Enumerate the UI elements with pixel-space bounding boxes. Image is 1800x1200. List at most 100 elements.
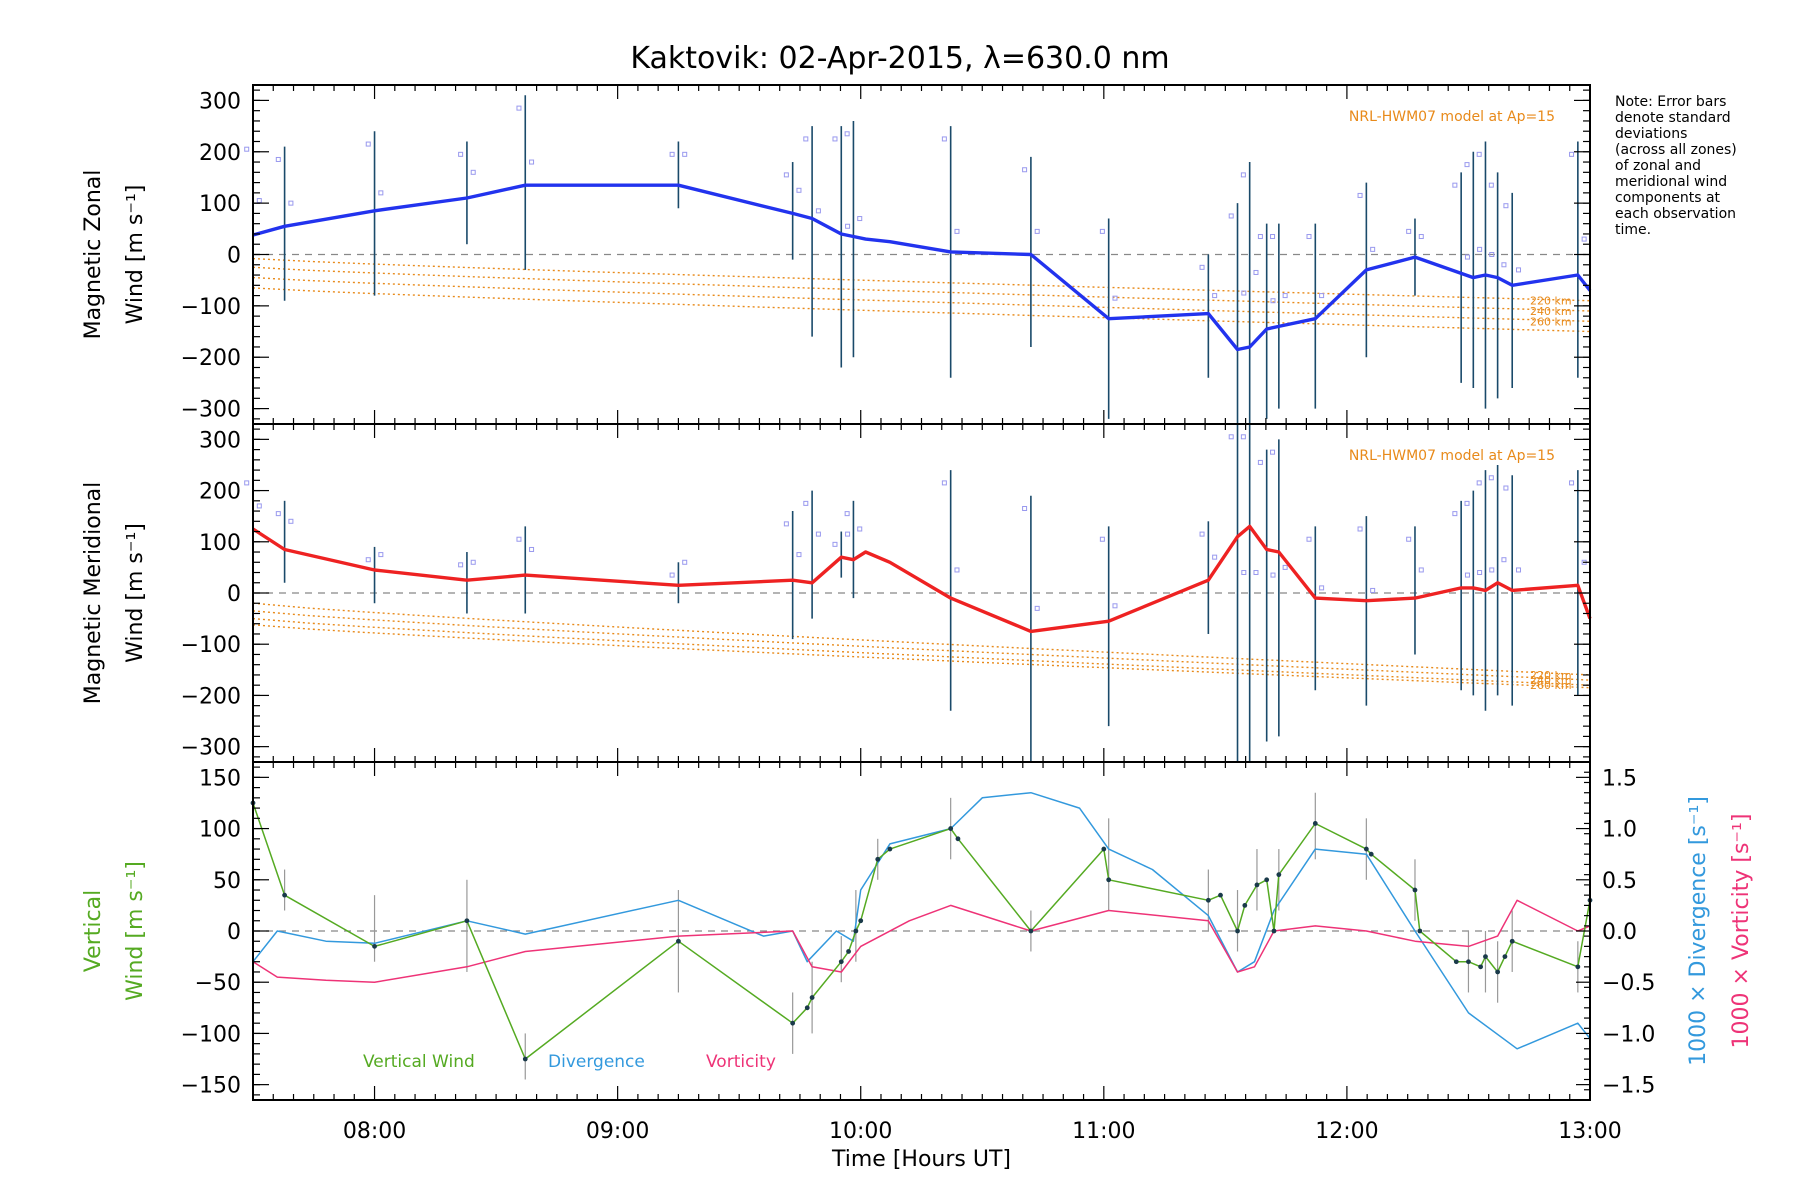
zone-scatter-point: [1503, 203, 1509, 209]
y-tick-label: 0: [227, 582, 241, 607]
y-axis-label-line2: Wind [m s⁻¹]: [123, 185, 148, 325]
vertical-wind-point: [853, 928, 859, 934]
zone-scatter-point: [1488, 475, 1494, 481]
zone-scatter-point: [1240, 172, 1246, 178]
right-tick-label: −1.0: [1602, 1022, 1655, 1047]
zone-scatter-point: [1112, 295, 1118, 301]
x-tick-label: 11:00: [1072, 1119, 1135, 1144]
zone-scatter-point: [1282, 293, 1288, 299]
vertical-wind-point: [887, 846, 893, 852]
zone-scatter-point: [682, 151, 688, 157]
vertical-wind-point: [1028, 928, 1034, 934]
zone-scatter-point: [1370, 246, 1376, 252]
zone-scatter-point: [1257, 459, 1263, 465]
zone-scatter-point: [1022, 506, 1028, 511]
zone-scatter-point: [288, 518, 294, 524]
zone-scatter-point: [365, 557, 371, 563]
zone-scatter-point: [1228, 434, 1234, 440]
zone-scatter-point: [470, 169, 476, 175]
vertical-wind-point: [1509, 938, 1515, 944]
zone-scatter-point: [1270, 572, 1276, 578]
y-tick-label: 0: [227, 920, 241, 945]
vertical-wind-point: [809, 995, 815, 1000]
vertical-wind-point: [1242, 902, 1248, 908]
x-tick-label: 10:00: [829, 1119, 892, 1144]
vertical-wind-point: [1254, 882, 1260, 888]
note-line: Note: Error bars: [1615, 94, 1726, 110]
vertical-wind-point: [955, 836, 961, 842]
note-line: (across all zones): [1615, 142, 1737, 158]
x-tick-label: 13:00: [1558, 1119, 1621, 1144]
zone-scatter-point: [288, 200, 294, 206]
zone-scatter-point: [256, 198, 262, 204]
legend-vertical-wind: Vertical Wind: [363, 1052, 475, 1072]
right-axis-label-vorticity: 1000 × Vorticity [s⁻¹]: [1729, 814, 1754, 1049]
model-curve: [252, 287, 1591, 333]
zonal-wind-line: [252, 183, 1592, 352]
zone-scatter-point: [1253, 269, 1259, 275]
vertical-wind-point: [804, 1005, 810, 1011]
y-axis-label-line2: Wind [m s⁻¹]: [123, 861, 148, 1001]
legend-divergence: Divergence: [548, 1052, 645, 1072]
vertical-wind-point: [1218, 892, 1223, 898]
zone-scatter-point: [1357, 526, 1363, 532]
zone-scatter-point: [1228, 213, 1234, 219]
zone-scatter-point: [844, 131, 850, 137]
zone-scatter-point: [1034, 228, 1040, 234]
zone-scatter-point: [1476, 480, 1482, 486]
y-tick-label: −200: [181, 684, 241, 709]
vertical-wind-point: [1575, 964, 1581, 970]
zone-scatter-point: [1489, 567, 1495, 573]
vertical-wind-point: [1276, 872, 1282, 878]
vertical-wind-point: [1205, 897, 1211, 903]
x-axis-label: Time [Hours UT]: [831, 1147, 1011, 1172]
zone-scatter-point: [1418, 234, 1424, 240]
vertical-wind-point: [846, 949, 851, 954]
legend-vorticity: Vorticity: [706, 1052, 776, 1072]
zone-scatter-point: [1464, 254, 1470, 260]
vertical-wind-point: [282, 892, 288, 898]
zone-scatter-point: [244, 480, 250, 486]
right-tick-label: 1.0: [1602, 818, 1637, 843]
zone-scatter-point: [1418, 567, 1424, 573]
vertical-wind-point: [1264, 877, 1270, 883]
zone-scatter-point: [1516, 567, 1522, 573]
zone-scatter-point: [1489, 252, 1495, 257]
vertical-wind-point: [790, 1020, 796, 1026]
zone-scatter-point: [244, 146, 250, 152]
right-tick-label: 1.5: [1602, 766, 1637, 791]
right-tick-label: 0.0: [1602, 920, 1637, 945]
zone-scatter-point: [275, 511, 281, 517]
vertical-wind-point: [1417, 928, 1423, 934]
zone-scatter-point: [796, 552, 802, 558]
zone-scatter-point: [1452, 511, 1458, 517]
zone-scatter-point: [669, 151, 675, 157]
y-tick-label: 200: [199, 480, 241, 505]
zone-scatter-point: [1034, 605, 1040, 611]
vertical-wind-point: [1502, 954, 1508, 960]
y-tick-label: 100: [199, 531, 241, 556]
y-tick-label: 300: [199, 428, 241, 453]
model-altitude-label: 240 km: [1530, 674, 1572, 687]
zone-scatter-point: [832, 136, 838, 142]
model-label: NRL-HWM07 model at Ap=15: [1349, 109, 1555, 125]
y-tick-label: 100: [199, 192, 241, 217]
note-line: components at: [1615, 190, 1721, 206]
y-axis-label-line2: Wind [m s⁻¹]: [123, 523, 148, 663]
vertical-wind-point: [1412, 887, 1418, 893]
zone-scatter-point: [845, 531, 851, 537]
right-axis-label-divergence: 1000 × Divergence [s⁻¹]: [1686, 796, 1711, 1066]
divergence-line: [252, 791, 1591, 1050]
vertical-wind-point: [1101, 846, 1107, 852]
zone-scatter-point: [1257, 234, 1263, 240]
vertical-wind-point: [1495, 969, 1501, 975]
zone-scatter-point: [1099, 228, 1105, 234]
model-label: NRL-HWM07 model at Ap=15: [1349, 448, 1555, 464]
zone-scatter-point: [1022, 167, 1028, 173]
zone-scatter-point: [1501, 262, 1507, 268]
zone-scatter-point: [378, 190, 384, 196]
zone-scatter-point: [845, 223, 851, 229]
zone-scatter-point: [1282, 564, 1288, 570]
model-altitude-label: 260 km: [1530, 315, 1572, 328]
